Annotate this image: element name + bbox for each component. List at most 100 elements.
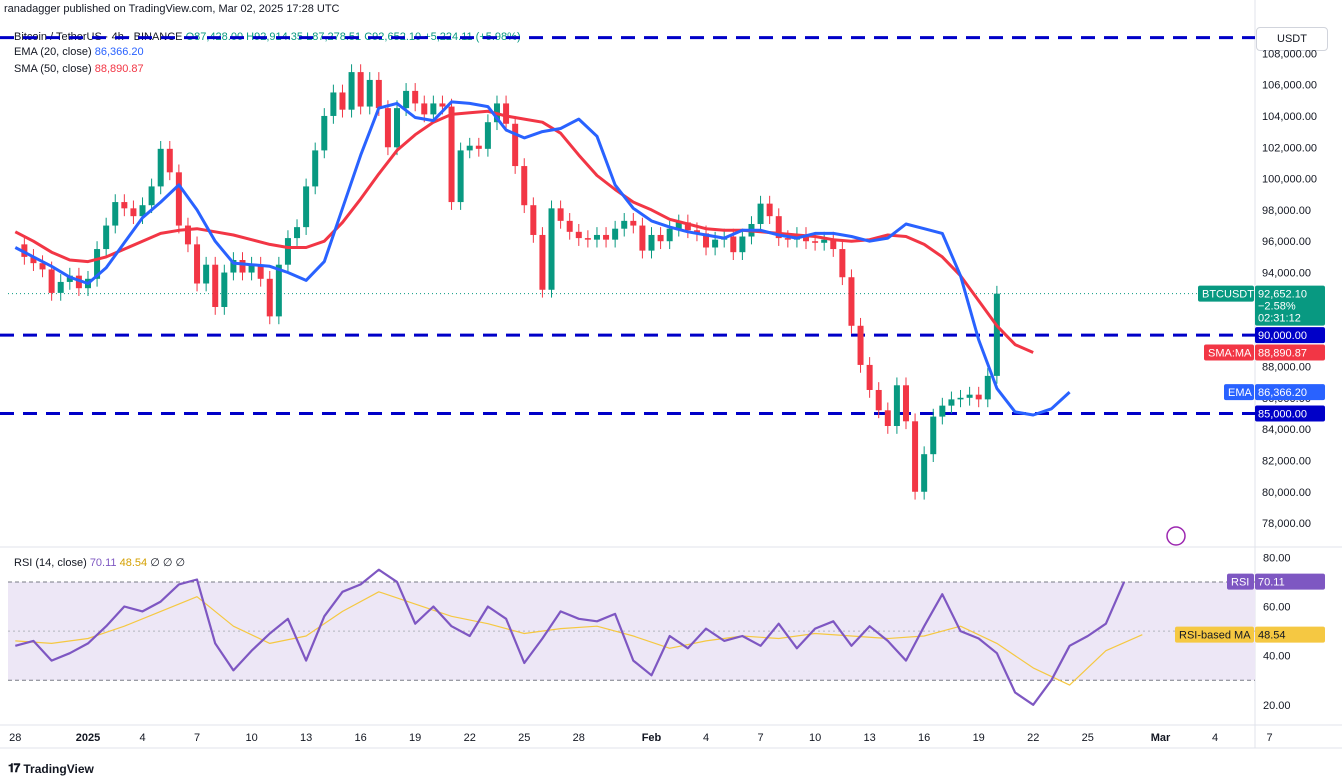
candle-body	[830, 239, 837, 250]
price-tick-label: 104,000.00	[1262, 111, 1317, 123]
candle-body	[139, 205, 146, 217]
candle-body	[648, 234, 655, 251]
candle-body	[248, 264, 255, 273]
btcusdt-price-label: 92,652.10	[1258, 289, 1307, 301]
candle-body	[866, 364, 873, 390]
candle-body	[203, 264, 210, 284]
candle-body	[812, 241, 819, 243]
sma-legend-value: 88,890.87	[94, 63, 144, 75]
level-90k-label-bg	[1255, 327, 1325, 344]
candle-body	[766, 203, 773, 217]
candle-body	[439, 103, 446, 107]
candle-body	[257, 264, 264, 279]
candle-body	[312, 150, 319, 187]
ema-legend-label: EMA (20, close)	[14, 46, 92, 58]
candle-body	[703, 233, 710, 248]
candle-body	[275, 264, 282, 317]
level-90k-label: 90,000.00	[1258, 330, 1307, 342]
time-tick-label: Feb	[642, 732, 662, 744]
btcusdt-price-label-bg	[1255, 285, 1325, 326]
candle-body	[666, 228, 673, 242]
candle-body	[512, 123, 519, 167]
candle-body	[57, 281, 64, 293]
candle-body	[321, 115, 328, 151]
candle-body	[112, 202, 119, 226]
time-tick-label: 4	[1212, 732, 1218, 744]
sma-legend-label: SMA (50, close)	[14, 63, 92, 75]
time-tick-label: 4	[139, 732, 145, 744]
candle-body	[548, 208, 555, 290]
candle-body	[175, 172, 182, 226]
tradingview-brand[interactable]: 𝟏𝟕 TradingView	[8, 761, 94, 776]
candle-body	[775, 216, 782, 239]
candle-body	[621, 220, 628, 229]
price-tick-label: 84,000.00	[1262, 424, 1311, 436]
brand-label: TradingView	[23, 761, 94, 776]
sma-line	[14, 109, 1034, 354]
price-tick-label: 94,000.00	[1262, 268, 1311, 280]
rsi-legend: RSI (14, close) 70.11 48.54 ∅ ∅ ∅	[14, 556, 185, 570]
candle-body	[857, 325, 864, 365]
candle-body	[130, 208, 137, 217]
rsi-ma-tag: RSI-based MA	[1179, 630, 1251, 642]
time-tick-label: 22	[1027, 732, 1039, 744]
candle-body	[657, 234, 664, 242]
candle-body	[157, 148, 164, 187]
candle-body	[539, 234, 546, 290]
rsi-line	[15, 568, 1126, 706]
rsi-tick-label: 20.00	[1263, 700, 1291, 712]
candle-body	[184, 225, 191, 245]
candle-body	[675, 222, 682, 229]
ema-value-label: 86,366.20	[1258, 387, 1307, 399]
rsi-tag-bg	[1227, 573, 1254, 590]
btcusdt-tag-bg	[1198, 285, 1254, 302]
candle-body	[584, 238, 591, 240]
candle-body	[757, 203, 764, 224]
candle-body	[730, 236, 737, 253]
candle-body	[848, 277, 855, 326]
candle-body	[212, 264, 219, 307]
price-tick-label: 98,000.00	[1262, 205, 1311, 217]
candle-body	[48, 269, 55, 293]
time-tick-label: 28	[573, 732, 585, 744]
rsi-value-label: 70.11	[1258, 577, 1285, 589]
candle-body	[412, 90, 419, 104]
tradingview-logo-icon: 𝟏𝟕	[8, 761, 20, 775]
price-tick-label: 82,000.00	[1262, 455, 1311, 467]
currency-unit-button[interactable]: USDT	[1256, 27, 1328, 51]
candle-body	[739, 236, 746, 253]
flash-news-icon	[1166, 526, 1186, 546]
candle-body	[603, 234, 610, 240]
rsi-tag: RSI	[1231, 577, 1249, 589]
time-tick-label: 4	[703, 732, 709, 744]
candle-body	[166, 148, 173, 173]
sma-value-label-bg	[1255, 344, 1325, 361]
candle-body	[466, 145, 473, 151]
ema-tag: EMA	[1228, 387, 1253, 399]
candle-body	[639, 225, 646, 251]
candle-body	[284, 238, 291, 265]
candle-body	[939, 405, 946, 417]
candle-body	[975, 394, 982, 400]
rsi-band	[8, 581, 1255, 681]
rsi-tick-label: 80.00	[1263, 552, 1291, 564]
rsi-ma-legend-value: 48.54	[119, 557, 148, 569]
candle-body	[521, 166, 528, 206]
candle-body	[948, 399, 955, 406]
publish-line: ranadagger published on TradingView.com,…	[4, 3, 340, 15]
rsi-ma-tag-bg	[1175, 626, 1254, 643]
ema-line	[14, 100, 1071, 417]
candle-body	[612, 228, 619, 240]
time-tick-label: 7	[194, 732, 200, 744]
candle-body	[330, 92, 337, 116]
time-tick-label: 13	[864, 732, 876, 744]
candle-body	[566, 220, 573, 232]
candle-body	[966, 394, 973, 398]
candle-body	[821, 239, 828, 243]
btcusdt-price-label: −2.58%	[1258, 301, 1296, 313]
candle-body	[39, 263, 46, 270]
candle-body	[103, 225, 110, 250]
candle-body	[339, 92, 346, 110]
candle-body	[693, 230, 700, 234]
